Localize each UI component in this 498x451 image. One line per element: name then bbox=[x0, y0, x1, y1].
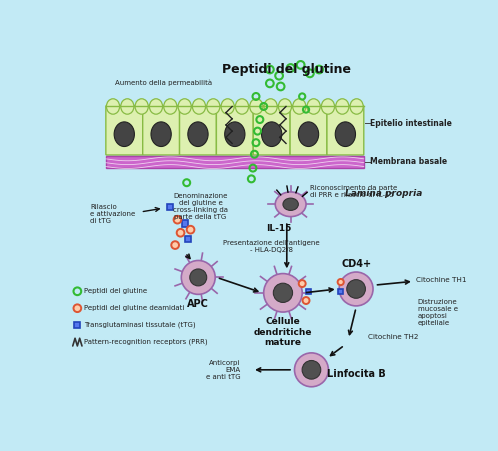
Ellipse shape bbox=[273, 283, 292, 303]
Ellipse shape bbox=[283, 198, 298, 211]
Text: Riconoscimento da parte
di PRR e rilascio di IL-15: Riconoscimento da parte di PRR e rilasci… bbox=[310, 184, 397, 198]
FancyBboxPatch shape bbox=[327, 106, 364, 155]
Bar bbox=[106, 156, 364, 168]
Ellipse shape bbox=[278, 99, 291, 114]
Ellipse shape bbox=[221, 99, 234, 114]
Text: Anticorpi
EMA
e anti tTG: Anticorpi EMA e anti tTG bbox=[206, 360, 241, 380]
FancyBboxPatch shape bbox=[180, 106, 217, 155]
FancyBboxPatch shape bbox=[290, 106, 327, 155]
Circle shape bbox=[299, 280, 306, 287]
Ellipse shape bbox=[225, 122, 245, 147]
FancyBboxPatch shape bbox=[106, 106, 143, 155]
Text: Citochine TH1: Citochine TH1 bbox=[416, 277, 467, 283]
Text: Peptidi del glutine: Peptidi del glutine bbox=[84, 288, 147, 295]
Text: Lamina propria: Lamina propria bbox=[345, 189, 422, 198]
Circle shape bbox=[303, 297, 310, 304]
Ellipse shape bbox=[264, 99, 277, 114]
Ellipse shape bbox=[164, 99, 177, 114]
FancyBboxPatch shape bbox=[143, 106, 180, 155]
Text: Peptidi del glutine deamidati: Peptidi del glutine deamidati bbox=[84, 305, 185, 311]
Circle shape bbox=[177, 229, 184, 237]
Text: CD4+: CD4+ bbox=[341, 259, 371, 269]
Ellipse shape bbox=[336, 99, 349, 114]
Ellipse shape bbox=[151, 122, 171, 147]
Bar bbox=[74, 322, 81, 328]
Ellipse shape bbox=[236, 99, 249, 114]
Text: Citochine TH2: Citochine TH2 bbox=[368, 335, 418, 341]
Ellipse shape bbox=[307, 99, 320, 114]
Bar bbox=[306, 289, 311, 294]
Text: Linfocita B: Linfocita B bbox=[327, 368, 385, 379]
Ellipse shape bbox=[135, 99, 148, 114]
Ellipse shape bbox=[107, 99, 120, 114]
Text: Cellule
dendritiche
mature: Cellule dendritiche mature bbox=[253, 318, 312, 347]
Ellipse shape bbox=[261, 122, 282, 147]
Ellipse shape bbox=[207, 99, 220, 114]
Text: Rilascio
e attivazione
di tTG: Rilascio e attivazione di tTG bbox=[91, 204, 135, 224]
Bar bbox=[185, 236, 191, 242]
Ellipse shape bbox=[350, 99, 363, 114]
Ellipse shape bbox=[121, 99, 134, 114]
Circle shape bbox=[74, 304, 81, 312]
Ellipse shape bbox=[190, 269, 207, 286]
Ellipse shape bbox=[149, 99, 162, 114]
Ellipse shape bbox=[335, 122, 356, 147]
Bar bbox=[182, 221, 188, 226]
Text: Peptidi del glutine: Peptidi del glutine bbox=[222, 63, 351, 76]
Text: Distruzione
mucosale e
apoptosi
epiteliale: Distruzione mucosale e apoptosi epitelia… bbox=[418, 299, 458, 326]
Ellipse shape bbox=[192, 99, 206, 114]
Circle shape bbox=[171, 241, 179, 249]
Ellipse shape bbox=[298, 122, 319, 147]
Ellipse shape bbox=[181, 261, 215, 295]
Bar bbox=[167, 203, 173, 210]
Circle shape bbox=[302, 360, 321, 379]
Text: Aumento della permeabilità: Aumento della permeabilità bbox=[115, 80, 212, 87]
Circle shape bbox=[339, 272, 373, 306]
Circle shape bbox=[174, 216, 181, 224]
Ellipse shape bbox=[264, 274, 302, 312]
Circle shape bbox=[187, 226, 194, 234]
Text: Pattern-recognition receptors (PRR): Pattern-recognition receptors (PRR) bbox=[84, 339, 208, 345]
Text: Transglutaminasi tissutale (tTG): Transglutaminasi tissutale (tTG) bbox=[84, 322, 196, 328]
Ellipse shape bbox=[249, 99, 263, 114]
Ellipse shape bbox=[178, 99, 191, 114]
Text: APC: APC bbox=[187, 299, 209, 309]
Text: Presentazione dell'antigene
- HLA-DQ2/8: Presentazione dell'antigene - HLA-DQ2/8 bbox=[223, 240, 320, 253]
Circle shape bbox=[347, 280, 366, 298]
Ellipse shape bbox=[275, 192, 306, 216]
Circle shape bbox=[294, 353, 328, 387]
Ellipse shape bbox=[188, 122, 208, 147]
Text: IL-15: IL-15 bbox=[266, 224, 292, 233]
Circle shape bbox=[338, 279, 344, 285]
Bar bbox=[338, 289, 343, 294]
FancyBboxPatch shape bbox=[217, 106, 253, 155]
Ellipse shape bbox=[293, 99, 306, 114]
Ellipse shape bbox=[321, 99, 335, 114]
Text: Membrana basale: Membrana basale bbox=[370, 157, 447, 166]
Ellipse shape bbox=[114, 122, 134, 147]
Text: Denominazione
del glutine e
cross-linking da
parte della tTG: Denominazione del glutine e cross-linkin… bbox=[173, 193, 228, 220]
FancyBboxPatch shape bbox=[253, 106, 290, 155]
Text: Epitelio intestinale: Epitelio intestinale bbox=[370, 119, 452, 128]
